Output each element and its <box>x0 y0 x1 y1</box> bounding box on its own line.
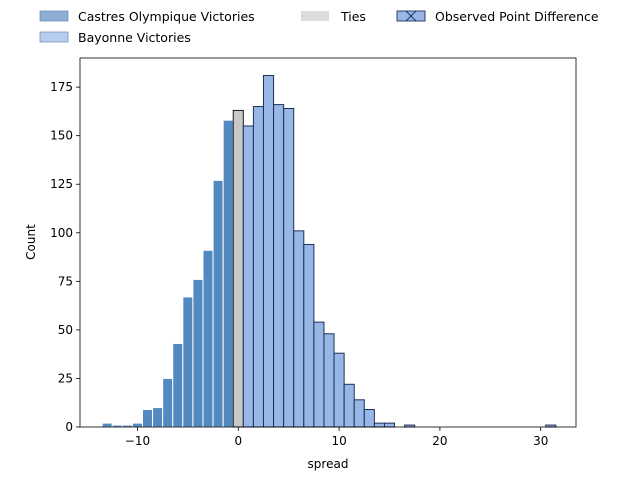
bar-bayonne-victories-13 <box>363 409 375 428</box>
bar-bayonne-victories-11 <box>343 383 355 428</box>
x-tick-label: 20 <box>432 434 447 448</box>
bar-castres-olympique-victories--4 <box>192 278 204 428</box>
x-tick-label: −10 <box>125 434 150 448</box>
legend-label-ties: Ties <box>340 9 366 24</box>
bar-bayonne-victories-15 <box>383 422 396 428</box>
legend-swatch-bayonne <box>39 31 69 43</box>
y-tick-label: 50 <box>58 323 73 337</box>
legend-swatch-ties <box>301 11 329 21</box>
bar-castres-olympique-victories--13 <box>101 422 113 428</box>
bar-castres-olympique-victories--1 <box>222 119 234 428</box>
y-tick-label: 100 <box>50 226 73 240</box>
bar-bayonne-victories-14 <box>373 422 385 428</box>
legend: Castres Olympique Victories Bayonne Vict… <box>39 9 599 45</box>
y-tick-label: 125 <box>50 177 73 191</box>
bar-bayonne-victories-6 <box>293 230 305 428</box>
histogram-bars <box>101 74 557 428</box>
bar-castres-olympique-victories--6 <box>172 342 184 428</box>
bar-bayonne-victories-4 <box>273 104 285 428</box>
legend-label-bayonne: Bayonne Victories <box>78 30 191 45</box>
legend-label-observed: Observed Point Difference <box>435 9 599 24</box>
x-tick-label: 30 <box>533 434 548 448</box>
x-axis-label: spread <box>308 457 349 471</box>
bar-bayonne-victories-3 <box>262 74 275 428</box>
y-tick-label: 0 <box>65 420 73 434</box>
y-tick-label: 25 <box>58 371 73 385</box>
bar-ties-0 <box>232 109 244 428</box>
legend-label-castres: Castres Olympique Victories <box>78 9 255 24</box>
bar-bayonne-victories-9 <box>323 333 335 428</box>
bar-bayonne-victories-5 <box>283 107 295 428</box>
bar-bayonne-victories-7 <box>303 243 315 428</box>
bar-castres-olympique-victories--8 <box>152 407 164 428</box>
bar-bayonne-victories-8 <box>313 321 325 428</box>
bar-castres-olympique-victories--3 <box>202 249 214 428</box>
bar-castres-olympique-victories--2 <box>212 179 224 428</box>
axes-frame <box>79 57 577 428</box>
bar-castres-olympique-victories--7 <box>162 377 174 428</box>
x-tick-label: 0 <box>234 434 242 448</box>
bar-castres-olympique-victories--5 <box>182 296 194 428</box>
legend-swatch-observed-hatch-icon <box>405 10 417 22</box>
bar-bayonne-victories-2 <box>252 106 264 428</box>
bar-castres-olympique-victories--10 <box>131 422 144 428</box>
bar-castres-olympique-victories--9 <box>142 409 154 428</box>
x-axis-ticks: −10 0 10 20 30 <box>125 427 548 448</box>
y-tick-label: 75 <box>58 274 73 288</box>
bar-bayonne-victories-12 <box>353 399 365 428</box>
y-tick-label: 150 <box>50 129 73 143</box>
x-tick-label: 10 <box>331 434 346 448</box>
y-tick-label: 175 <box>50 80 73 94</box>
y-axis-label: Count <box>24 224 38 260</box>
bar-bayonne-victories-1 <box>242 125 254 428</box>
y-axis-ticks: 0 25 50 75 100 125 150 175 <box>50 80 80 434</box>
legend-swatch-castres <box>39 10 69 22</box>
bar-bayonne-victories-10 <box>333 352 345 428</box>
